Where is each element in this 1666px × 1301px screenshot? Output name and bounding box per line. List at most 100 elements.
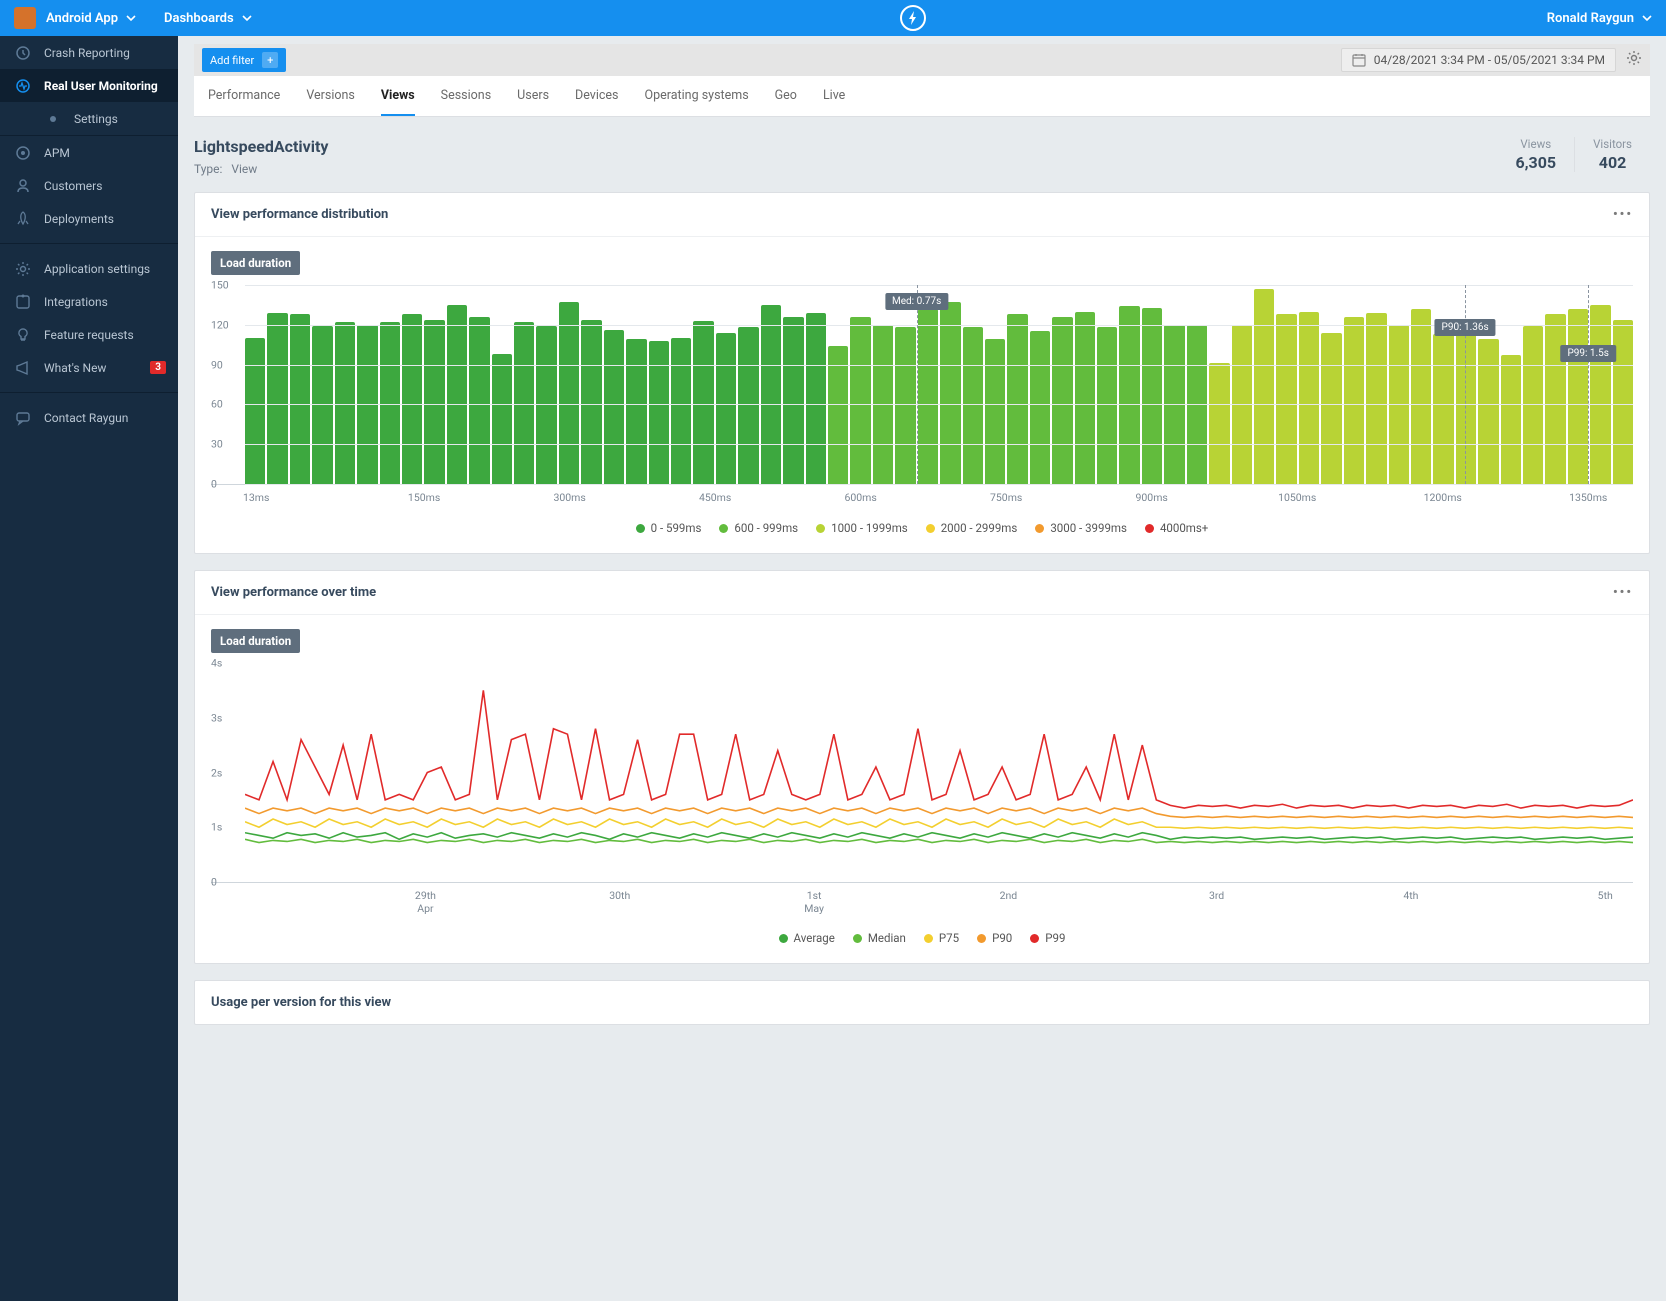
histogram-bar[interactable] [514,322,534,484]
histogram-bar[interactable] [1366,313,1386,484]
tab-devices[interactable]: Devices [575,76,618,116]
histogram-bar[interactable] [783,317,803,484]
histogram-bar[interactable] [1590,305,1610,484]
tab-views[interactable]: Views [381,76,415,116]
histogram-bar[interactable] [245,338,265,484]
histogram-bar[interactable] [806,313,826,484]
legend-item[interactable]: 2000 - 2999ms [926,521,1018,535]
histogram-bar[interactable] [1613,320,1633,485]
histogram-bar[interactable] [1119,306,1139,484]
nav-app-settings[interactable]: Application settings [0,252,178,285]
histogram-bar[interactable] [918,309,938,484]
histogram-bar[interactable] [850,317,870,484]
filter-settings-button[interactable] [1626,50,1642,70]
nav-apm[interactable]: APM [0,136,178,169]
pulse-icon [14,77,32,95]
nav-rum[interactable]: Real User Monitoring [0,69,178,102]
histogram-bar[interactable] [716,333,736,484]
raygun-logo-icon[interactable] [900,5,926,31]
dashboards-menu[interactable]: Dashboards [164,11,252,26]
histogram-bar[interactable] [828,346,848,484]
nav-feature-requests[interactable]: Feature requests [0,318,178,351]
user-menu[interactable]: Ronald Raygun [1547,11,1652,26]
x-axis-label: 3rd [1209,889,1224,902]
nav-crash-reporting[interactable]: Crash Reporting [0,36,178,69]
histogram-bar[interactable] [1142,308,1162,484]
tab-performance[interactable]: Performance [208,76,280,116]
tab-versions[interactable]: Versions [306,76,355,116]
legend-item[interactable]: 4000ms+ [1145,521,1208,535]
tab-users[interactable]: Users [517,76,549,116]
legend-item[interactable]: 0 - 599ms [636,521,702,535]
histogram-bar[interactable] [335,322,355,484]
histogram-bar[interactable] [693,321,713,484]
histogram-bar[interactable] [1075,312,1095,484]
nav-rum-settings[interactable]: Settings [0,102,178,135]
histogram-bar[interactable] [1007,314,1027,484]
histogram-bar[interactable] [626,339,646,484]
legend-item[interactable]: Median [853,931,906,945]
nav-contact[interactable]: Contact Raygun [0,401,178,434]
legend-label: 3000 - 3999ms [1050,521,1127,535]
histogram-bar[interactable] [738,327,758,484]
date-range-picker[interactable]: 04/28/2021 3:34 PM - 05/05/2021 3:34 PM [1341,48,1616,72]
histogram-bar[interactable] [1433,334,1453,484]
legend-item[interactable]: 600 - 999ms [719,521,798,535]
histogram-bar[interactable] [761,305,781,484]
histogram-bar[interactable] [581,320,601,485]
histogram-bar[interactable] [671,338,691,484]
histogram-bar[interactable] [649,341,669,484]
histogram-bar[interactable] [1344,317,1364,484]
rocket-icon [14,210,32,228]
nav-deployments[interactable]: Deployments [0,202,178,235]
histogram-bar[interactable] [380,322,400,484]
x-axis-label: 5th [1598,889,1613,902]
app-switcher[interactable]: Android App [46,11,136,26]
histogram-bar[interactable] [940,302,960,484]
add-filter-button[interactable]: Add filter + [202,48,286,72]
histogram-bar[interactable] [1321,333,1341,484]
histogram-bar[interactable] [559,302,579,484]
histogram-bar[interactable] [1478,339,1498,484]
histogram-bar[interactable] [469,317,489,484]
legend-item[interactable]: Average [779,931,835,945]
card-more-button[interactable]: ••• [1613,207,1633,222]
histogram-bar[interactable] [1254,289,1274,484]
histogram-bar[interactable] [267,313,287,484]
histogram-bar[interactable] [1209,363,1229,484]
legend-item[interactable]: P75 [924,931,959,945]
chevron-down-icon [1642,13,1652,23]
histogram-bar[interactable] [1545,314,1565,484]
legend-item[interactable]: P99 [1030,931,1065,945]
histogram-bar[interactable] [424,320,444,485]
histogram-bar[interactable] [895,327,915,484]
histogram-bar[interactable] [402,314,422,484]
histogram-bar[interactable] [985,339,1005,484]
histogram-bar[interactable] [290,314,310,484]
histogram-bar[interactable] [963,327,983,484]
histogram-bar[interactable] [1568,309,1588,484]
tab-live[interactable]: Live [823,76,845,116]
histogram-bar[interactable] [1411,309,1431,484]
histogram-bar[interactable] [1276,314,1296,484]
histogram-bar[interactable] [1097,327,1117,484]
x-axis-label: 1200ms [1424,491,1462,504]
legend-item[interactable]: 3000 - 3999ms [1035,521,1127,535]
card-more-button[interactable]: ••• [1613,585,1633,600]
histogram-bar[interactable] [447,305,467,484]
histogram-bar[interactable] [1299,312,1319,484]
tab-sessions[interactable]: Sessions [441,76,491,116]
nav-customers[interactable]: Customers [0,169,178,202]
nav-integrations[interactable]: Integrations [0,285,178,318]
histogram-bar[interactable] [1030,331,1050,484]
legend-item[interactable]: 1000 - 1999ms [816,521,908,535]
histogram-bar[interactable] [604,330,624,484]
histogram-bar[interactable] [492,354,512,484]
nav-whats-new[interactable]: What's New 3 [0,351,178,384]
tab-geo[interactable]: Geo [775,76,797,116]
legend-item[interactable]: P90 [977,931,1012,945]
histogram-bar[interactable] [1501,355,1521,484]
histogram-bar[interactable] [1052,317,1072,484]
stat-visitors: Visitors 402 [1574,137,1650,172]
tab-operating-systems[interactable]: Operating systems [645,76,749,116]
